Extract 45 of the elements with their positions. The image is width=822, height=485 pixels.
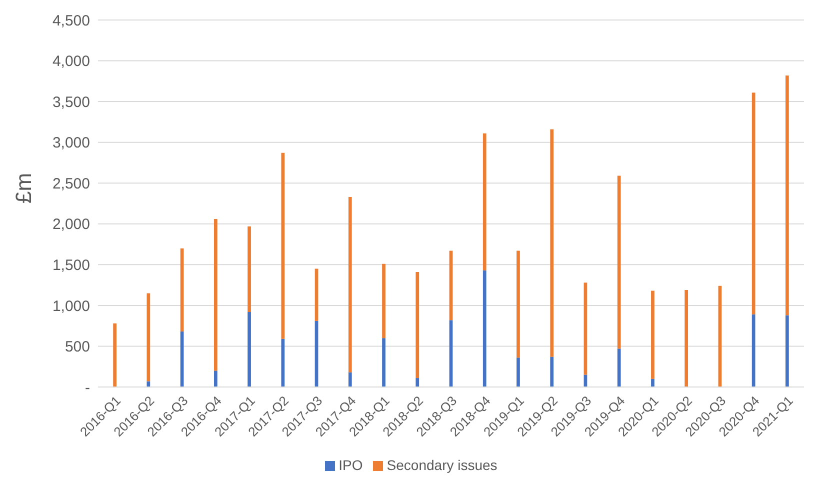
bar <box>752 92 756 314</box>
bar <box>348 196 352 372</box>
bar <box>786 315 789 387</box>
bar <box>281 338 285 387</box>
legend-label: IPO <box>338 457 363 473</box>
bar <box>416 272 420 378</box>
bar <box>382 264 386 338</box>
bar <box>146 381 150 387</box>
bar <box>550 356 554 387</box>
y-tick-label: - <box>85 379 90 396</box>
y-tick-label: 2,000 <box>52 216 90 234</box>
bar <box>651 290 654 379</box>
y-tick-label: 4,000 <box>52 53 90 70</box>
bar <box>617 348 621 387</box>
bar <box>516 250 520 358</box>
y-tick-label: 1,000 <box>52 298 90 315</box>
bar <box>348 372 352 387</box>
y-tick-label: 2,500 <box>52 175 90 192</box>
bar <box>113 323 116 387</box>
y-tick-label: 3,000 <box>52 134 90 152</box>
y-tick-label: 3,500 <box>52 94 90 111</box>
bar <box>146 293 150 382</box>
bar <box>214 218 218 371</box>
bar <box>482 270 486 387</box>
bar <box>550 129 554 357</box>
y-axis-title: £m <box>10 172 36 204</box>
bar <box>752 314 756 387</box>
bar <box>248 312 251 387</box>
bar <box>786 75 789 316</box>
bar <box>516 358 520 387</box>
bar <box>314 268 318 321</box>
bar <box>482 133 486 270</box>
y-tick-label: 4,500 <box>52 12 90 30</box>
bar <box>281 152 285 339</box>
bar <box>684 290 688 387</box>
y-tick-label: 1,500 <box>52 256 90 274</box>
legend-label: Secondary issues <box>386 457 498 473</box>
y-tick-label: 500 <box>64 338 90 356</box>
bar <box>584 282 588 375</box>
bar <box>416 378 420 387</box>
bar <box>248 226 251 312</box>
bar <box>651 378 654 387</box>
bar <box>617 176 621 349</box>
bar <box>382 338 386 387</box>
bar <box>214 370 218 387</box>
